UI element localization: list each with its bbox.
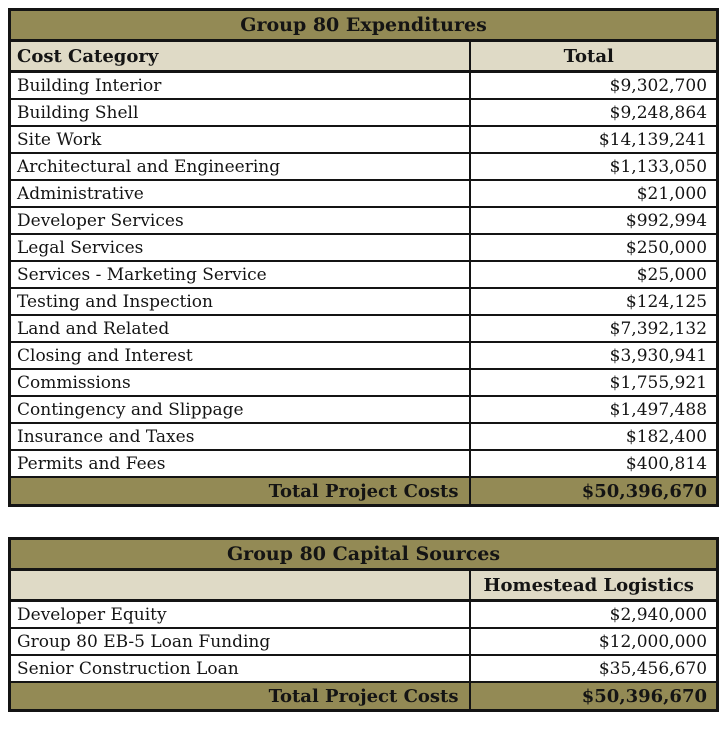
total-cell: $25,000 [468, 260, 719, 289]
category-cell: Building Interior [8, 70, 471, 100]
column-header-cost-category: Cost Category [8, 39, 471, 73]
table-row: Architectural and Engineering $1,133,050 [8, 152, 719, 181]
table-row: Insurance and Taxes $182,400 [8, 422, 719, 451]
table-row: Testing and Inspection $124,125 [8, 287, 719, 316]
table-row: Building Shell $9,248,864 [8, 98, 719, 127]
category-cell: Services - Marketing Service [8, 260, 471, 289]
table-row: Permits and Fees $400,814 [8, 449, 719, 478]
total-cell: $124,125 [468, 287, 719, 316]
total-row-value: $50,396,670 [468, 681, 719, 712]
category-cell: Administrative [8, 179, 471, 208]
column-header-empty [8, 568, 471, 602]
total-cell: $182,400 [468, 422, 719, 451]
table-row: Commissions $1,755,921 [8, 368, 719, 397]
total-cell: $12,000,000 [468, 627, 719, 656]
total-cell: $992,994 [468, 206, 719, 235]
total-cell: $1,497,488 [468, 395, 719, 424]
category-cell: Testing and Inspection [8, 287, 471, 316]
category-cell: Senior Construction Loan [8, 654, 471, 683]
total-cell: $35,456,670 [468, 654, 719, 683]
column-header-homestead-logistics: Homestead Logistics [468, 568, 719, 602]
table-gap [8, 507, 716, 537]
total-cell: $400,814 [468, 449, 719, 478]
capital-sources-header-row: Homestead Logistics [8, 568, 719, 602]
expenditures-header-row: Cost Category Total [8, 39, 719, 73]
category-cell: Permits and Fees [8, 449, 471, 478]
total-cell: $1,755,921 [468, 368, 719, 397]
category-cell: Closing and Interest [8, 341, 471, 370]
capital-sources-table: Group 80 Capital Sources Homestead Logis… [8, 537, 720, 712]
document-page: Group 80 Expenditures Cost Category Tota… [8, 8, 720, 712]
category-cell: Group 80 EB-5 Loan Funding [8, 627, 471, 656]
total-cell: $2,940,000 [468, 599, 719, 629]
total-cell: $14,139,241 [468, 125, 719, 154]
capital-sources-title-row: Group 80 Capital Sources [8, 537, 719, 571]
total-cell: $9,302,700 [468, 70, 719, 100]
table-row: Administrative $21,000 [8, 179, 719, 208]
capital-sources-total-row: Total Project Costs $50,396,670 [8, 681, 719, 712]
total-row-label: Total Project Costs [8, 681, 471, 712]
total-cell: $250,000 [468, 233, 719, 262]
table-row: Group 80 EB-5 Loan Funding $12,000,000 [8, 627, 719, 656]
category-cell: Site Work [8, 125, 471, 154]
expenditures-total-row: Total Project Costs $50,396,670 [8, 476, 719, 507]
table-row: Developer Services $992,994 [8, 206, 719, 235]
expenditures-title: Group 80 Expenditures [8, 8, 719, 42]
category-cell: Legal Services [8, 233, 471, 262]
total-row-value: $50,396,670 [468, 476, 719, 507]
category-cell: Commissions [8, 368, 471, 397]
category-cell: Insurance and Taxes [8, 422, 471, 451]
capital-sources-title: Group 80 Capital Sources [8, 537, 719, 571]
category-cell: Land and Related [8, 314, 471, 343]
expenditures-title-row: Group 80 Expenditures [8, 8, 719, 42]
total-cell: $3,930,941 [468, 341, 719, 370]
total-cell: $1,133,050 [468, 152, 719, 181]
total-cell: $9,248,864 [468, 98, 719, 127]
table-row: Legal Services $250,000 [8, 233, 719, 262]
total-cell: $21,000 [468, 179, 719, 208]
column-header-total: Total [468, 39, 719, 73]
expenditures-table: Group 80 Expenditures Cost Category Tota… [8, 8, 720, 507]
category-cell: Architectural and Engineering [8, 152, 471, 181]
total-cell: $7,392,132 [468, 314, 719, 343]
table-row: Senior Construction Loan $35,456,670 [8, 654, 719, 683]
table-row: Developer Equity $2,940,000 [8, 599, 719, 629]
table-row: Closing and Interest $3,930,941 [8, 341, 719, 370]
table-row: Contingency and Slippage $1,497,488 [8, 395, 719, 424]
category-cell: Developer Services [8, 206, 471, 235]
table-row: Land and Related $7,392,132 [8, 314, 719, 343]
table-row: Site Work $14,139,241 [8, 125, 719, 154]
category-cell: Contingency and Slippage [8, 395, 471, 424]
table-row: Services - Marketing Service $25,000 [8, 260, 719, 289]
total-row-label: Total Project Costs [8, 476, 471, 507]
table-row: Building Interior $9,302,700 [8, 70, 719, 100]
category-cell: Building Shell [8, 98, 471, 127]
category-cell: Developer Equity [8, 599, 471, 629]
